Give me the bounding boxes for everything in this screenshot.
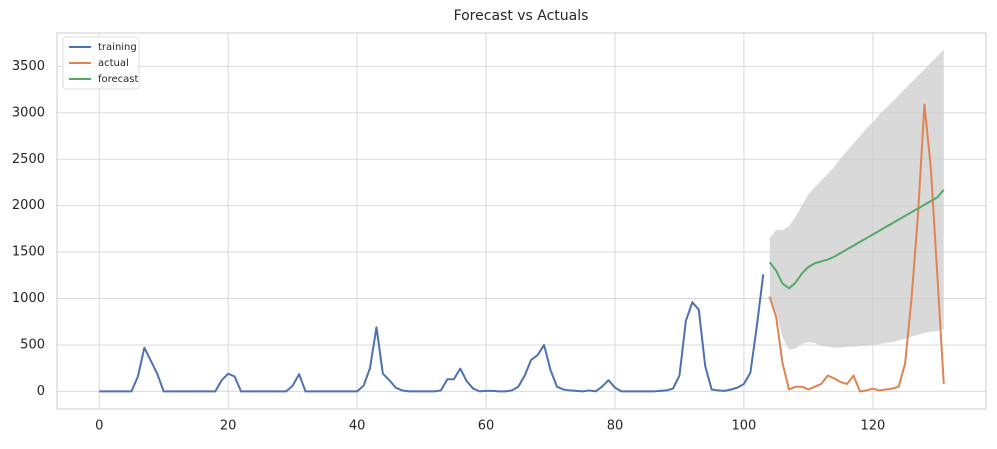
- y-tick-label: 0: [37, 384, 45, 399]
- y-tick-label: 2000: [12, 198, 45, 213]
- chart-title: Forecast vs Actuals: [454, 8, 589, 24]
- y-tick-label: 1000: [12, 291, 45, 306]
- x-tick-label: 40: [349, 419, 366, 434]
- x-tick-label: 0: [95, 419, 103, 434]
- legend-label: training: [98, 42, 137, 53]
- legend-label: actual: [98, 58, 129, 69]
- plot-frame: [56, 32, 987, 410]
- x-tick-label: 100: [732, 419, 757, 434]
- x-tick-label: 20: [220, 419, 237, 434]
- series-line: [99, 274, 765, 393]
- confidence-band: [769, 49, 944, 350]
- series-line: [768, 103, 945, 393]
- y-tick-label: 3000: [12, 105, 45, 120]
- x-tick-label: 80: [607, 419, 624, 434]
- legend-box: [62, 36, 140, 90]
- y-tick-label: 3500: [12, 59, 45, 74]
- y-tick-label: 1500: [12, 245, 45, 260]
- y-tick-label: 500: [20, 337, 45, 352]
- series-line: [768, 189, 945, 290]
- x-tick-label: 120: [860, 419, 885, 434]
- y-tick-label: 2500: [12, 152, 45, 167]
- x-tick-label: 60: [478, 419, 495, 434]
- legend-label: forecast: [98, 74, 139, 85]
- legend: training actual forecast: [62, 36, 140, 90]
